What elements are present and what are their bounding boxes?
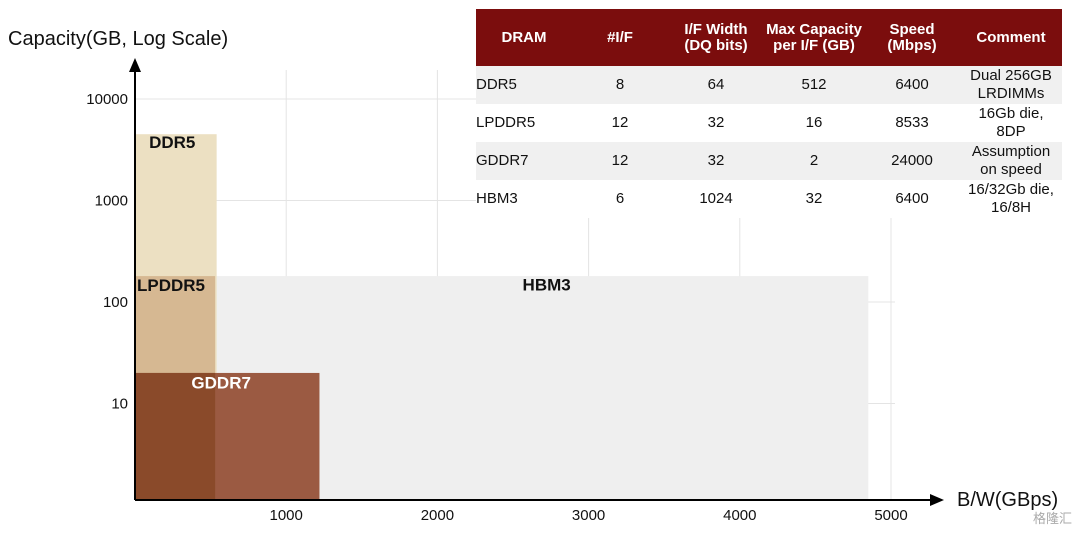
axes — [129, 58, 944, 506]
x-tick-label: 5000 — [874, 507, 907, 524]
cell-speed: 24000 — [864, 142, 960, 180]
cell-if-count: 12 — [572, 104, 668, 142]
cell-if-width: 1024 — [668, 180, 764, 218]
x-tick-label: 3000 — [572, 507, 605, 524]
region-labels: HBM3 DDR5 LPDDR5 GDDR7 — [137, 133, 571, 393]
y-tick-label: 10 — [111, 396, 128, 413]
y-tick-label: 1000 — [95, 193, 128, 210]
y-axis-arrow — [129, 58, 141, 72]
dram-spec-table: DRAM #I/F I/F Width (DQ bits) Max Capaci… — [476, 9, 1062, 218]
watermark: 格隆汇 — [1032, 511, 1072, 526]
cell-speed: 6400 — [864, 180, 960, 218]
header-comment: Comment — [960, 9, 1062, 66]
region-label-hbm3: HBM3 — [523, 275, 571, 294]
table-header-row: DRAM #I/F I/F Width (DQ bits) Max Capaci… — [476, 9, 1062, 66]
x-tick-label: 4000 — [723, 507, 756, 524]
cell-max-capacity: 2 — [764, 142, 864, 180]
cell-speed: 8533 — [864, 104, 960, 142]
region-label-ddr5: DDR5 — [149, 133, 195, 152]
header-dram: DRAM — [476, 9, 572, 66]
cell-max-capacity: 32 — [764, 180, 864, 218]
cell-comment: 16/32Gb die, 16/8H — [960, 180, 1062, 218]
y-axis-label: Capacity(GB, Log Scale) — [8, 28, 229, 50]
cell-comment: Assumption on speed — [960, 142, 1062, 180]
header-max-capacity: Max Capacity per I/F (GB) — [764, 9, 864, 66]
table-row: DDR5 8 64 512 6400 Dual 256GB LRDIMMs — [476, 66, 1062, 104]
cell-dram: LPDDR5 — [476, 104, 572, 142]
tick-labels: 1000 2000 3000 4000 5000 10 100 1000 10000 — [86, 91, 907, 524]
header-if-width: I/F Width (DQ bits) — [668, 9, 764, 66]
cell-speed: 6400 — [864, 66, 960, 104]
cell-max-capacity: 512 — [764, 66, 864, 104]
header-speed: Speed (Mbps) — [864, 9, 960, 66]
cell-comment: 16Gb die, 8DP — [960, 104, 1062, 142]
cell-comment: Dual 256GB LRDIMMs — [960, 66, 1062, 104]
region-label-lpddr5: LPDDR5 — [137, 276, 205, 295]
dram-regions — [135, 134, 869, 501]
y-tick-label: 10000 — [86, 91, 128, 108]
cell-if-width: 32 — [668, 104, 764, 142]
table-row: GDDR7 12 32 2 24000 Assumption on speed — [476, 142, 1062, 180]
table-row: HBM3 6 1024 32 6400 16/32Gb die, 16/8H — [476, 180, 1062, 218]
cell-if-width: 64 — [668, 66, 764, 104]
cell-dram: DDR5 — [476, 66, 572, 104]
cell-dram: HBM3 — [476, 180, 572, 218]
header-if-count: #I/F — [572, 9, 668, 66]
cell-if-count: 6 — [572, 180, 668, 218]
x-tick-label: 1000 — [270, 507, 303, 524]
x-axis-label: B/W(GBps) — [957, 489, 1059, 511]
cell-dram: GDDR7 — [476, 142, 572, 180]
region-label-gddr7: GDDR7 — [191, 374, 251, 393]
cell-if-width: 32 — [668, 142, 764, 180]
x-axis-arrow — [930, 494, 944, 506]
y-tick-label: 100 — [103, 294, 128, 311]
cell-if-count: 12 — [572, 142, 668, 180]
cell-max-capacity: 16 — [764, 104, 864, 142]
table-row: LPDDR5 12 32 16 8533 16Gb die, 8DP — [476, 104, 1062, 142]
cell-if-count: 8 — [572, 66, 668, 104]
x-tick-label: 2000 — [421, 507, 454, 524]
region-overlap — [135, 372, 216, 500]
